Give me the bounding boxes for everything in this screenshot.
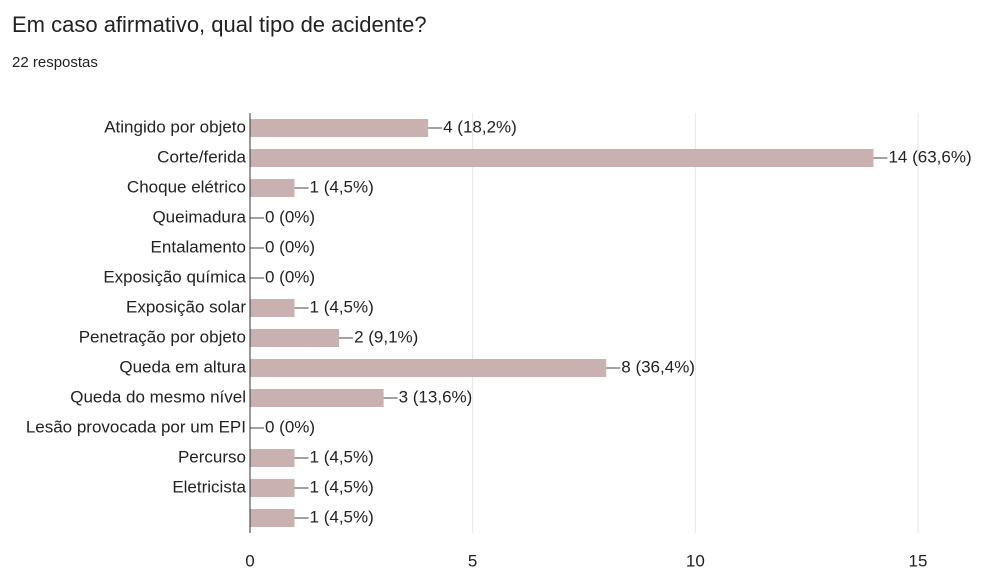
value-label: 8 (36,4%) <box>621 357 695 376</box>
bar <box>250 329 340 347</box>
y-tick-label: Corte/ferida <box>157 147 246 166</box>
y-tick-label: Entalamento <box>151 237 246 256</box>
y-tick-label: Atingido por objeto <box>104 117 246 136</box>
y-tick-label: Percurso <box>178 447 246 466</box>
bar <box>250 119 429 137</box>
chart-subtitle: 22 respostas <box>12 54 98 71</box>
y-tick-label: Exposição solar <box>126 297 246 316</box>
bar <box>250 509 295 527</box>
value-label: 4 (18,2%) <box>443 117 517 136</box>
bar <box>250 449 295 467</box>
chart-title: Em caso afirmativo, qual tipo de acident… <box>12 12 427 37</box>
y-tick-label: Choque elétrico <box>127 177 246 196</box>
y-tick-label: Queda do mesmo nível <box>70 387 246 406</box>
value-label: 1 (4,5%) <box>310 477 374 496</box>
value-label: 3 (13,6%) <box>399 387 473 406</box>
value-label: 0 (0%) <box>265 207 315 226</box>
value-label: 1 (4,5%) <box>310 447 374 466</box>
bar <box>250 389 384 407</box>
value-label: 1 (4,5%) <box>310 297 374 316</box>
y-tick-label: Queimadura <box>152 207 246 226</box>
x-tick-label: 10 <box>686 551 705 570</box>
value-label: 0 (0%) <box>265 237 315 256</box>
value-label: 0 (0%) <box>265 417 315 436</box>
y-tick-label: Eletricista <box>172 477 246 496</box>
value-label: 14 (63,6%) <box>888 147 971 166</box>
x-tick-label: 5 <box>468 551 477 570</box>
bar <box>250 299 295 317</box>
bar <box>250 149 874 167</box>
x-tick-label: 15 <box>909 551 928 570</box>
value-label: 0 (0%) <box>265 267 315 286</box>
y-tick-label: Queda em altura <box>119 357 246 376</box>
value-label: 1 (4,5%) <box>310 177 374 196</box>
bar <box>250 479 295 497</box>
value-label: 2 (9,1%) <box>354 327 418 346</box>
y-tick-label: Lesão provocada por um EPI <box>26 417 246 436</box>
value-label: 1 (4,5%) <box>310 507 374 526</box>
x-tick-label: 0 <box>245 551 254 570</box>
bar <box>250 179 295 197</box>
y-tick-label: Exposição química <box>103 267 246 286</box>
bar <box>250 359 607 377</box>
y-tick-label: Penetração por objeto <box>79 327 246 346</box>
